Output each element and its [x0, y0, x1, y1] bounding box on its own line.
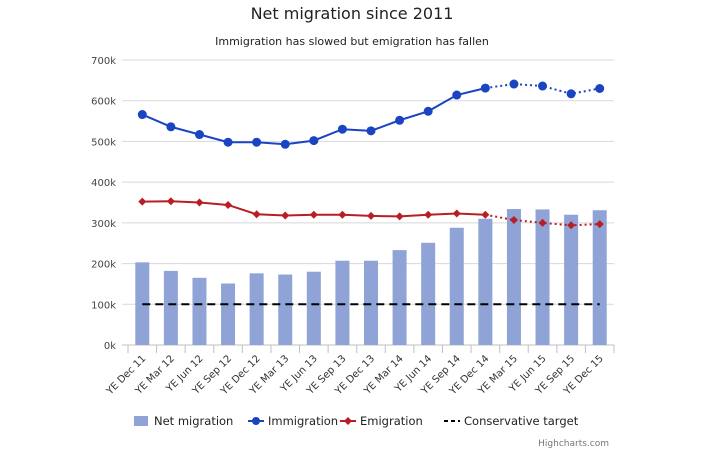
- y-tick-label: 300k: [91, 219, 116, 230]
- legend-item-label[interactable]: Immigration: [268, 414, 338, 428]
- point-immigration: [480, 83, 490, 93]
- bar-net-migration: [249, 273, 264, 345]
- legend-item-label[interactable]: Emigration: [360, 414, 423, 428]
- point-immigration: [194, 130, 204, 140]
- point-emigration: [595, 220, 604, 229]
- legend-symbol-marker: [252, 417, 260, 425]
- point-emigration: [452, 209, 461, 218]
- bar-net-migration: [564, 214, 579, 345]
- point-emigration: [367, 211, 375, 220]
- line-immigration-projected: [485, 83, 600, 95]
- point-emigration: [338, 210, 347, 219]
- point-immigration: [137, 110, 147, 120]
- point-immigration: [337, 124, 347, 134]
- y-tick-label: 100k: [91, 300, 116, 311]
- legend-item-label[interactable]: Net migration: [154, 414, 233, 428]
- bar-net-migration: [449, 227, 464, 345]
- point-immigration: [395, 115, 405, 125]
- bar-net-migration: [163, 270, 178, 345]
- legend-item-label[interactable]: Conservative target: [464, 414, 579, 428]
- point-immigration: [538, 81, 548, 91]
- legend-symbol-bar: [134, 416, 148, 426]
- point-immigration: [280, 139, 290, 149]
- bar-net-migration: [335, 260, 350, 345]
- y-tick-label: 200k: [91, 260, 116, 271]
- bar-net-migration: [364, 260, 378, 345]
- point-emigration: [138, 197, 147, 206]
- bar-net-migration: [421, 242, 436, 345]
- credit-link[interactable]: Highcharts.com: [538, 439, 609, 449]
- bar-net-migration: [306, 271, 321, 345]
- point-emigration: [395, 212, 404, 221]
- point-immigration: [309, 136, 319, 146]
- point-emigration: [567, 221, 576, 230]
- y-tick-label: 600k: [91, 97, 116, 108]
- bar-net-migration: [392, 250, 407, 345]
- y-tick-label: 400k: [91, 178, 116, 189]
- point-emigration: [481, 210, 490, 219]
- bar-net-migration: [535, 209, 550, 345]
- bar-net-migration: [192, 277, 207, 345]
- point-emigration: [509, 216, 518, 225]
- point-emigration: [166, 197, 175, 206]
- point-emigration: [224, 200, 233, 209]
- point-immigration: [452, 90, 462, 100]
- bar-net-migration: [221, 283, 236, 345]
- point-immigration: [423, 106, 433, 116]
- point-immigration: [252, 137, 262, 147]
- chart-subtitle: Immigration has slowed but emigration ha…: [215, 35, 489, 48]
- bar-net-migration: [278, 274, 293, 345]
- point-emigration: [538, 218, 547, 227]
- point-emigration: [281, 211, 290, 220]
- line-emigration-projected: [485, 213, 600, 227]
- legend: Net migration Immigration Emigration Conser…: [134, 414, 579, 428]
- bar-net-migration: [478, 218, 493, 345]
- point-emigration: [424, 210, 433, 219]
- point-immigration: [366, 126, 376, 136]
- chart-title: Net migration since 2011: [251, 4, 454, 23]
- point-immigration: [509, 79, 519, 89]
- point-emigration: [252, 210, 261, 219]
- point-immigration: [166, 122, 176, 132]
- y-tick-label: 500k: [91, 137, 116, 148]
- bar-net-migration: [506, 209, 521, 345]
- point-emigration: [195, 198, 204, 207]
- legend-symbol-marker: [344, 417, 352, 425]
- point-immigration: [595, 84, 605, 93]
- point-immigration: [223, 137, 233, 147]
- point-emigration: [309, 210, 318, 219]
- bar-net-migration: [592, 210, 607, 345]
- point-immigration: [566, 89, 576, 99]
- line-immigration: [141, 87, 486, 146]
- y-tick-label: 700k: [91, 56, 116, 67]
- y-tick-label: 0k: [104, 341, 116, 352]
